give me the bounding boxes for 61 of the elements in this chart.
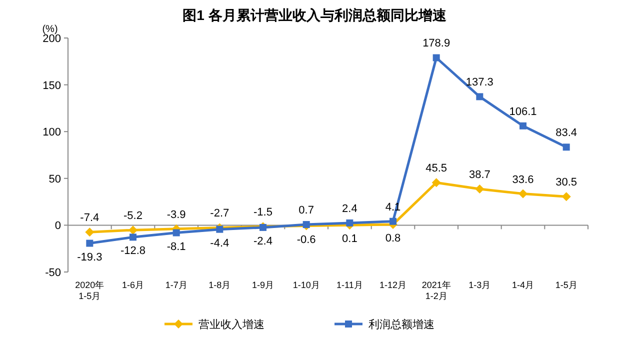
point [172,229,180,236]
y-tick-label: 150 [42,80,61,92]
point [475,184,484,194]
data-label: 0.7 [298,204,314,217]
data-label: 30.5 [556,176,578,189]
x-tick-label: 1-7月 [165,280,188,290]
data-label: -7.4 [80,212,100,224]
point [432,54,440,62]
x-tick-label: 1-8月 [208,280,231,290]
point [476,93,484,100]
data-label: -1.5 [254,206,272,219]
data-label: -2.7 [210,208,230,220]
point [85,228,94,237]
data-label: -8.1 [166,240,186,253]
x-tick-label: 1-3月 [468,280,491,290]
y-axis-title: (%) [42,24,58,35]
data-label: -12.8 [120,245,146,258]
y-tick-label: 50 [48,173,61,186]
x-tick-label: 2020年 1-5月 [75,280,104,301]
x-tick-label: 2021年 1-2月 [422,280,451,301]
data-label: 2.4 [342,202,358,215]
x-tick-label: 1-9月 [252,280,274,290]
point [130,234,136,241]
data-label: -5.2 [124,210,142,222]
point [86,240,94,247]
data-label: 33.6 [512,174,534,186]
y-tick-label: 200 [42,33,61,45]
point [128,226,138,235]
x-tick-label: 1-10月 [292,280,320,290]
point [518,189,528,198]
point [562,192,571,202]
data-label: -3.9 [166,208,186,221]
data-label: -19.3 [77,251,102,264]
point [216,226,224,233]
data-label: 0.8 [385,232,401,244]
point [520,122,526,130]
data-label: 38.7 [468,168,490,181]
legend-label: 营业收入增速 [198,318,264,331]
data-label: 137.3 [466,76,494,89]
x-tick-label: 1-4月 [512,280,534,290]
data-label: 83.4 [556,127,578,140]
x-tick-label: 1-12月 [379,280,407,290]
x-tick-label: 1-6月 [122,280,144,290]
x-tick-label: 1-11月 [336,280,363,290]
data-label: 45.5 [426,162,448,175]
y-tick-label: 100 [42,126,61,139]
point [562,144,570,151]
data-label: 178.9 [422,38,450,50]
data-label: -4.4 [210,237,230,250]
point [390,218,396,225]
x-tick-label: 1-5月 [555,280,578,290]
data-label: 106.1 [509,106,537,118]
y-tick-label: 0 [54,220,61,232]
point [432,178,441,188]
data-label: -0.6 [296,234,316,246]
legend-label: 利润总额增速 [368,318,434,331]
chart-title: 图1 各月累计营业收入与利润总额同比增速 [182,7,448,23]
data-label: 0.1 [342,233,358,246]
point [346,219,354,226]
y-tick-label: -50 [45,267,61,279]
data-label: -2.4 [254,235,272,248]
